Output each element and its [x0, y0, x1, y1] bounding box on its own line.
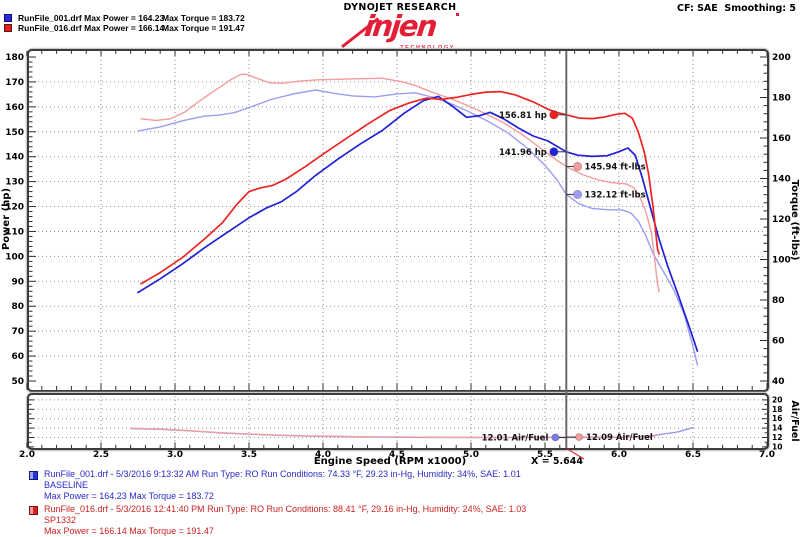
power-tick-label: 50 [11, 377, 24, 387]
af-plot-frame [27, 393, 769, 450]
red-af-curve [129, 427, 657, 438]
run2-torque-label: Max Torque = 191.47 [162, 23, 245, 33]
red-power-curve [140, 90, 660, 285]
power-tick-label: 150 [5, 128, 24, 138]
run1-max-line: Max Power = 164.23 Max Torque = 183.72 [44, 491, 214, 501]
annotation-label: 12.01 Air/Fuel [482, 433, 549, 443]
annotation-dot [572, 189, 583, 200]
run2-name-line: SP1332 [44, 515, 77, 525]
run1-torque-label: Max Torque = 183.72 [162, 13, 245, 23]
power-tick-label: 60 [11, 352, 24, 362]
torque-tick-label: 40 [772, 377, 785, 387]
rpm-tick-label: 3.5 [241, 450, 257, 460]
rpm-tick-label: 7.0 [759, 450, 775, 460]
torque-tick-label: 140 [772, 175, 791, 185]
red-torque-curve [140, 73, 660, 293]
power-tick-label: 180 [5, 53, 24, 63]
x-axis-title: Engine Speed (RPM x1000) [314, 456, 466, 466]
run1-footer-swatch [29, 471, 38, 480]
cursor-pointer-line [567, 448, 585, 460]
rpm-tick-label: 5.0 [463, 450, 479, 460]
power-tick-label: 170 [5, 78, 24, 88]
torque-tick-label: 160 [772, 134, 791, 144]
run1-color-swatch[interactable] [4, 14, 12, 22]
power-tick-label: 90 [11, 277, 24, 287]
correction-smoothing-label: CF: SAE Smoothing: 5 [677, 3, 796, 14]
power-tick-label: 130 [5, 178, 24, 188]
rpm-tick-label: 5.5 [537, 450, 553, 460]
power-tick-label: 80 [11, 302, 24, 312]
rpm-tick-label: 4.5 [389, 450, 405, 460]
rpm-tick-label: 4.0 [315, 450, 331, 460]
rpm-tick-label: 3.0 [167, 450, 183, 460]
af-plot-outer-frame [25, 391, 771, 452]
cursor-x-label: X = 5.644 [531, 456, 583, 466]
power-tick-label: 140 [5, 153, 24, 163]
blue-torque-curve [137, 89, 699, 366]
annotation-dot [551, 433, 560, 442]
run1-details-line: RunFile_001.drf - 5/3/2016 9:13:32 AM Ru… [44, 469, 521, 479]
run2-footer-swatch [29, 506, 38, 515]
annotation-label: 156.81 hp [499, 111, 547, 121]
run1-info-block: RunFile_001.drf - 5/3/2016 9:13:32 AM Ru… [28, 469, 796, 502]
run2-max-line: Max Power = 166.14 Max Torque = 191.47 [44, 526, 214, 536]
run1-name-line: BASELINE [44, 480, 89, 490]
rpm-tick-label: 2.5 [93, 450, 109, 460]
run1-file-power-label: RunFile_001.drf Max Power = 164.23 [18, 13, 165, 23]
run2-color-swatch[interactable] [4, 24, 12, 32]
annotation-label: 12.09 Air/Fuel [586, 433, 653, 443]
torque-tick-label: 200 [772, 53, 791, 63]
annotation-dot [549, 147, 559, 157]
annotation-dot [575, 433, 584, 442]
dynojet-research-label: DYNOJET RESEARCH [343, 2, 457, 13]
power-tick-label: 160 [5, 103, 24, 113]
power-axis-title: Power (hp) [1, 188, 12, 250]
torque-axis-title: Torque (ft-lbs) [789, 180, 800, 261]
af-axis-title: Air/Fuel [789, 400, 800, 441]
rpm-tick-label: 6.5 [685, 450, 701, 460]
run2-details-line: RunFile_016.drf - 5/3/2016 12:41:40 PM R… [44, 504, 527, 514]
power-tick-label: 70 [11, 327, 24, 337]
annotation-dot [549, 110, 559, 120]
torque-tick-label: 80 [772, 296, 785, 306]
trademark-mark [456, 13, 459, 16]
torque-tick-label: 120 [772, 215, 791, 225]
blue-power-curve [137, 95, 699, 352]
dyno-chart-svg: 50 60 70 80 90 100 110 120 130 140 150 160 170 180 40 6… [1, 47, 800, 466]
run2-info-block: RunFile_016.drf - 5/3/2016 12:41:40 PM R… [28, 504, 796, 537]
af-tick-label: 14 [772, 424, 782, 433]
rpm-tick-label: 6.0 [611, 450, 627, 460]
annotation-dot [572, 161, 583, 172]
af-tick-label: 18 [772, 405, 782, 414]
af-tick-label: 20 [772, 395, 782, 404]
power-tick-label: 100 [5, 252, 24, 262]
rpm-tick-label: 2.0 [19, 450, 35, 460]
annotation-label: 145.94 ft-lbs [585, 162, 646, 172]
annotation-label: 141.96 hp [499, 148, 547, 158]
af-tick-label: 12 [772, 433, 782, 442]
power-tick-label: 110 [5, 227, 24, 237]
run2-file-power-label: RunFile_016.drf Max Power = 166.14 [18, 23, 165, 33]
torque-tick-label: 60 [772, 337, 785, 347]
torque-tick-label: 100 [772, 256, 791, 266]
af-tick-label: 16 [772, 414, 782, 423]
af-tick-label: 10 [772, 442, 782, 451]
torque-tick-label: 180 [772, 94, 791, 104]
power-tick-label: 120 [5, 203, 24, 213]
annotation-label: 132.12 ft-lbs [585, 190, 646, 200]
main-plot-frame [27, 49, 769, 392]
